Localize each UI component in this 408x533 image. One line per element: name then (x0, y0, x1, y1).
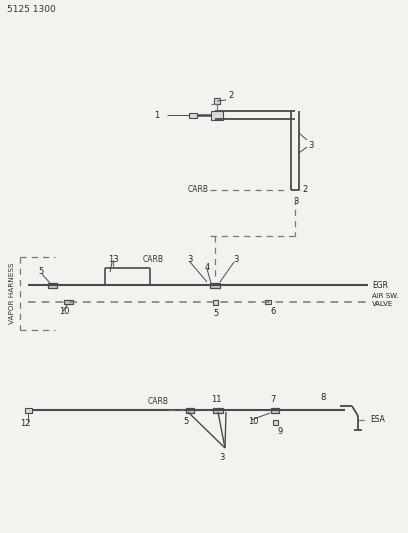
Text: 3: 3 (187, 255, 193, 264)
Bar (214, 98, 220, 104)
Text: 4: 4 (205, 262, 210, 271)
Text: EGR: EGR (372, 280, 388, 289)
Text: 3: 3 (293, 198, 298, 206)
Bar (265, 300, 271, 304)
Bar (189, 112, 197, 117)
Text: 3: 3 (308, 141, 313, 149)
Text: 1: 1 (154, 111, 159, 120)
Text: 5: 5 (38, 268, 43, 277)
Text: 3: 3 (233, 255, 238, 264)
Bar (64, 300, 73, 304)
Bar (211, 110, 223, 119)
Text: 3: 3 (220, 453, 225, 462)
Text: VAPOR HARNESS: VAPOR HARNESS (9, 262, 15, 324)
Text: ESA: ESA (370, 416, 385, 424)
Text: CARB: CARB (188, 185, 209, 195)
Text: 10: 10 (59, 308, 69, 317)
Bar (213, 408, 223, 413)
Text: 8: 8 (320, 393, 325, 402)
Text: 9: 9 (277, 427, 282, 437)
Text: CARB: CARB (148, 398, 169, 407)
Text: 7: 7 (271, 395, 276, 405)
Bar (47, 282, 56, 287)
Text: 5: 5 (183, 416, 188, 425)
Text: 13: 13 (108, 255, 119, 264)
Text: 11: 11 (211, 395, 221, 405)
Text: 2: 2 (228, 92, 233, 101)
Bar (186, 408, 194, 413)
Bar (210, 282, 220, 287)
Text: 2: 2 (302, 185, 307, 195)
Text: 12: 12 (20, 419, 31, 429)
Bar (273, 419, 277, 424)
Bar (271, 408, 279, 413)
Text: AIR SW.
VALVE: AIR SW. VALVE (372, 294, 399, 306)
Text: 5125 1300: 5125 1300 (7, 5, 56, 14)
Bar (24, 408, 31, 413)
Text: 6: 6 (270, 308, 275, 317)
Text: CARB: CARB (143, 255, 164, 264)
Bar (213, 300, 217, 304)
Text: 10: 10 (248, 417, 259, 426)
Text: 5: 5 (213, 309, 218, 318)
